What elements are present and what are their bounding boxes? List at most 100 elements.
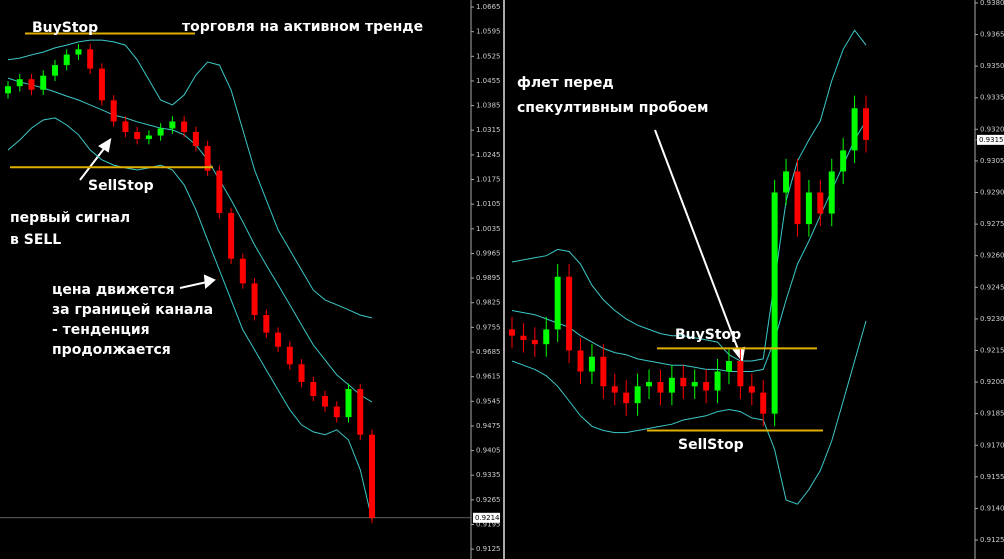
candle-body [110, 100, 117, 122]
annotation: продолжается [52, 342, 171, 358]
y-tick-label: 1.0175 [476, 176, 501, 184]
y-tick-label: 0.9290 [980, 189, 1004, 197]
y-tick-label: 0.9895 [476, 274, 501, 282]
band-line [7, 39, 373, 319]
candle-body [169, 121, 176, 129]
y-tick-label: 0.9475 [476, 422, 501, 430]
y-tick-label: 0.9125 [980, 536, 1004, 544]
arrows [79, 129, 746, 363]
candle-body [714, 371, 721, 391]
candle-body [680, 377, 687, 387]
candle-body [851, 108, 858, 151]
candle-body [228, 212, 235, 259]
y-tick-label: 1.0595 [476, 28, 501, 36]
arrow-head [203, 274, 216, 290]
candle-body [611, 386, 618, 393]
candle-body [239, 258, 246, 284]
candle-body [543, 329, 550, 345]
candle-body [286, 346, 293, 365]
candle-body [28, 79, 35, 90]
candle-body [263, 315, 270, 333]
candle-body [98, 68, 105, 101]
candle-body [275, 332, 282, 347]
y-tick-label: 0.9335 [476, 471, 501, 479]
y-tick-label: 0.9365 [980, 31, 1004, 39]
candle-body [703, 382, 710, 391]
candle-body [623, 392, 630, 404]
candle-body [509, 329, 515, 336]
candle-body [634, 386, 641, 404]
y-tick-label: 0.9215 [980, 346, 1004, 354]
arrow [654, 129, 740, 353]
candle-body [794, 171, 801, 225]
candle-body [122, 121, 129, 133]
last-price-label: 0.9214 [475, 514, 500, 522]
y-tick-label: 0.9275 [980, 220, 1004, 228]
y-tick-label: 0.9200 [980, 378, 1004, 386]
y-tick-label: 0.9335 [980, 94, 1004, 102]
candle-body [520, 335, 527, 340]
arrow-head [98, 138, 112, 153]
candle-body [771, 192, 778, 414]
y-tick-label: 0.9245 [980, 283, 1004, 291]
y-tick-label: 0.9265 [476, 496, 501, 504]
y-tick-label: 0.9155 [980, 473, 1004, 481]
annotation: флет перед [517, 75, 614, 91]
candle-body [369, 434, 375, 518]
y-tick-label: 0.9140 [980, 504, 1004, 512]
y-tick-label: 0.9405 [476, 447, 501, 455]
band-line [511, 320, 867, 505]
last-price-label: 0.9315 [979, 136, 1004, 144]
candle-body [760, 392, 767, 414]
candle-body [40, 75, 47, 90]
y-tick-label: 1.0455 [476, 77, 501, 85]
y-tick-label: 0.9350 [980, 62, 1004, 70]
candle-body [157, 128, 164, 136]
y-tick-label: 0.9755 [476, 323, 501, 331]
y-tick-label: 0.9125 [476, 545, 501, 553]
candle-body [840, 150, 847, 172]
y-tick-label: 1.0385 [476, 102, 501, 110]
candle-body [817, 192, 824, 214]
band-line [511, 29, 867, 362]
y-tick-label: 0.9380 [980, 0, 1004, 7]
candle-body [87, 49, 94, 69]
arrow [79, 145, 107, 181]
candle-body [577, 350, 584, 372]
annotation: первый сигнал [10, 210, 130, 226]
candle-body [192, 132, 199, 147]
candle-body [134, 132, 141, 140]
y-tick-label: 0.9230 [980, 315, 1004, 323]
candle-body [554, 276, 561, 330]
y-tick-label: 1.0525 [476, 52, 501, 60]
annotation: за границей канала [52, 302, 213, 318]
candle-body [783, 171, 790, 193]
candle-body [691, 382, 698, 387]
candle-body [646, 382, 653, 387]
level-label: SellStop [678, 437, 744, 453]
candle-body [204, 146, 211, 171]
y-tick-label: 1.0665 [476, 3, 501, 11]
band-line [7, 77, 373, 403]
y-tick-label: 1.0245 [476, 151, 501, 159]
y-tick-label: 0.9825 [476, 299, 501, 307]
candle-body [863, 108, 869, 140]
y-tick-label: 0.9965 [476, 249, 501, 257]
candle-body [668, 377, 675, 393]
candle-body [748, 386, 755, 393]
candle-body [322, 396, 329, 407]
y-tick-label: 0.9545 [476, 397, 501, 405]
candle-body [216, 170, 223, 213]
annotation: в SELL [10, 232, 61, 248]
level-label: BuyStop [675, 327, 741, 343]
arrow [179, 281, 208, 289]
annotation: торговля на активном тренде [182, 19, 423, 35]
candle-body [298, 364, 305, 382]
last-price-box [473, 512, 500, 523]
y-tick-label: 0.9685 [476, 348, 501, 356]
y-tick-label: 0.9185 [980, 410, 1004, 418]
candle-body [828, 171, 835, 214]
y-tick-label: 0.9320 [980, 125, 1004, 133]
y-tick-label: 0.9260 [980, 252, 1004, 260]
